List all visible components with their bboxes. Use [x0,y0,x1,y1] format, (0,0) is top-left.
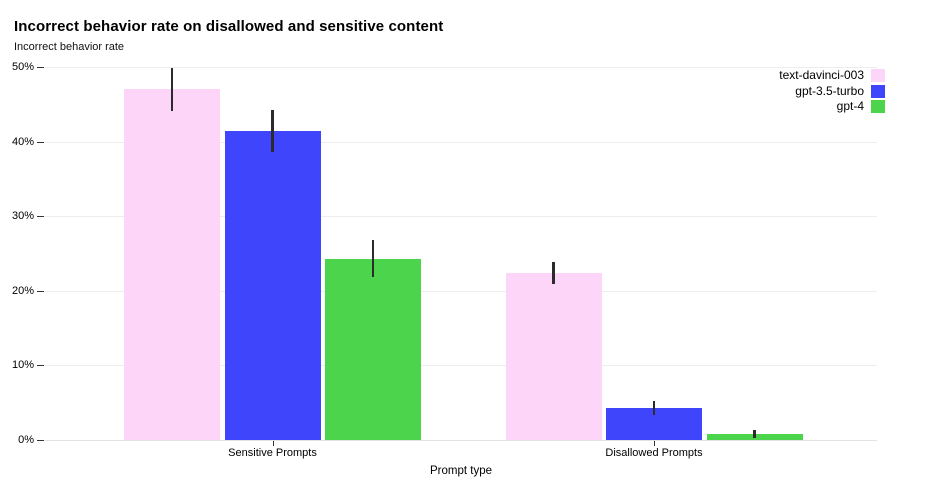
y-tick-label: 30% [11,210,34,223]
gridline-30 [45,216,877,218]
legend-item-gpt-3.5-turbo[interactable]: gpt-3.5-turbo [779,83,885,98]
y-tick-label: 20% [11,284,34,297]
error-bar-gpt-3.5-turbo-sensitive-prompts [271,110,274,153]
legend-swatch [871,84,885,98]
y-tick-mark [37,290,44,292]
chart-title: Incorrect behavior rate on disallowed an… [14,18,444,35]
y-tick-label: 40% [11,135,34,148]
error-bar-text-davinci-003-disallowed-prompts [552,261,555,285]
gridline-40 [45,141,877,143]
bar-gpt-4-sensitive-prompts[interactable] [325,258,421,440]
legend-label: text-davinci-003 [779,68,864,82]
error-bar-gpt-4-disallowed-prompts [753,430,756,438]
y-tick-mark [37,440,44,441]
x-tick-mark [272,441,274,446]
error-bar-gpt-4-sensitive-prompts [371,240,375,278]
y-tick-mark [37,67,44,68]
legend-swatch [871,100,885,113]
bar-text-davinci-003-sensitive-prompts[interactable] [124,89,220,440]
plot-area [45,67,877,441]
legend: text-davinci-003 gpt-3.5-turbo gpt-4 [779,69,885,116]
error-bar-gpt-3.5-turbo-disallowed-prompts [652,401,656,415]
y-tick-mark [37,216,44,218]
gridline-50 [45,67,877,68]
legend-label: gpt-4 [836,99,864,113]
error-bar-text-davinci-003-sensitive-prompts [170,67,174,111]
legend-label: gpt-3.5-turbo [795,83,864,98]
x-tick-mark [654,441,655,446]
gridline-10 [45,365,877,367]
y-tick-label: 0% [18,434,34,446]
legend-item-text-davinci-003[interactable]: text-davinci-003 [779,69,885,82]
x-axis-title: Prompt type [430,465,492,477]
y-axis-title: Incorrect behavior rate [14,41,125,53]
bar-gpt-3.5-turbo-sensitive-prompts[interactable] [224,131,321,440]
y-tick-label: 50% [11,61,34,73]
legend-item-gpt-4[interactable]: gpt-4 [779,100,885,113]
gridline-20 [45,290,877,292]
y-tick-label: 10% [11,359,34,372]
legend-swatch [871,69,885,82]
gridline-0 [45,440,877,441]
y-tick-mark [37,141,44,143]
x-category-label: Sensitive Prompts [228,447,317,459]
bar-text-davinci-003-disallowed-prompts[interactable] [505,272,602,440]
y-tick-mark [37,365,44,367]
x-category-label: Disallowed Prompts [605,447,703,459]
